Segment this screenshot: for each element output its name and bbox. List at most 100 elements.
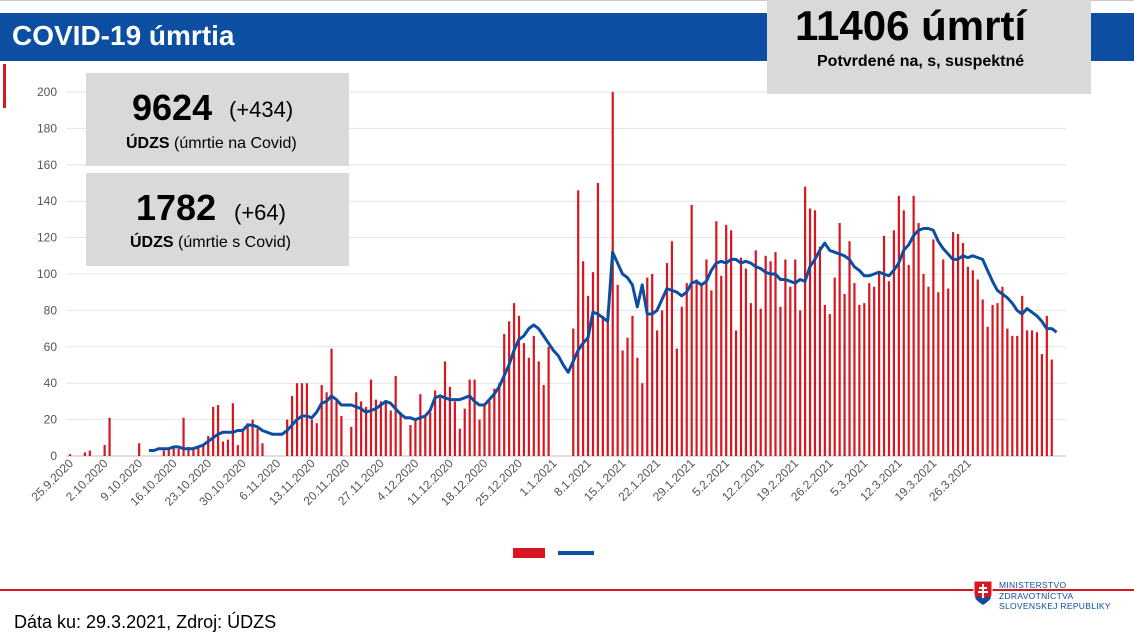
ministry-line-1: MINISTERSTVO [999, 580, 1067, 590]
daily-death-bar [197, 446, 200, 456]
y-tick-label: 80 [44, 303, 58, 317]
daily-death-bar [794, 259, 797, 456]
y-tick-label: 120 [37, 231, 57, 245]
daily-death-bar [922, 274, 925, 456]
daily-death-bar [789, 286, 792, 456]
daily-death-bar [784, 259, 787, 456]
daily-death-bar [512, 303, 516, 456]
daily-death-bar [616, 284, 619, 456]
daily-death-bar [808, 208, 812, 456]
daily-death-bar [399, 412, 402, 456]
daily-death-bar [261, 443, 264, 456]
daily-death-bar [917, 223, 920, 456]
daily-death-bar [641, 383, 644, 456]
daily-death-bar [586, 295, 590, 456]
daily-death-bar [651, 274, 654, 456]
daily-death-bar [473, 379, 476, 456]
daily-death-bar [493, 388, 496, 456]
udzs-s-label-bold: ÚDZS [130, 234, 174, 251]
daily-death-bar [739, 257, 743, 456]
daily-death-bar [976, 279, 979, 456]
daily-death-bar [626, 337, 629, 456]
daily-death-bar [685, 283, 688, 456]
daily-death-bar [710, 290, 713, 456]
y-tick-label: 200 [37, 85, 57, 99]
chart-legend [513, 548, 594, 558]
total-deaths-unit: úmrtí [921, 2, 1027, 49]
daily-death-bar [996, 303, 999, 456]
daily-death-bar [162, 450, 165, 456]
daily-death-bar [725, 224, 728, 456]
daily-death-bar [1050, 359, 1053, 456]
daily-death-bar [769, 261, 772, 456]
daily-death-bar [448, 386, 452, 456]
daily-death-bar [902, 210, 905, 456]
daily-death-bar [734, 330, 738, 456]
daily-death-bar [754, 250, 757, 456]
daily-death-bar [656, 330, 659, 456]
daily-death-bar [300, 383, 304, 456]
daily-death-bar [907, 264, 910, 456]
y-tick-label: 20 [44, 413, 58, 427]
udzs-na-label: ÚDZS (úmrtie na Covid) [126, 135, 297, 153]
daily-death-bar [414, 419, 417, 456]
daily-death-bar [932, 239, 935, 456]
daily-death-bar [320, 385, 323, 456]
daily-death-bar [813, 210, 817, 456]
daily-death-bar [744, 268, 748, 456]
daily-death-bar [350, 426, 353, 456]
daily-death-bar [409, 425, 412, 456]
daily-death-bar [966, 266, 970, 456]
daily-death-bar [419, 394, 422, 456]
daily-death-bar [937, 292, 940, 456]
daily-death-bar [611, 92, 614, 456]
daily-death-bar [952, 232, 955, 456]
daily-death-bar [241, 428, 244, 456]
daily-death-bar [606, 310, 609, 456]
daily-death-bar [843, 294, 846, 456]
y-tick-label: 100 [37, 267, 57, 281]
daily-death-bar [207, 435, 210, 456]
udzs-s-delta: (+64) [234, 200, 286, 225]
daily-death-bar [468, 379, 471, 456]
daily-death-bar [103, 445, 106, 456]
daily-death-bar [848, 241, 851, 456]
daily-death-bar [458, 428, 461, 456]
daily-death-bar [621, 350, 624, 456]
daily-death-bar [498, 383, 501, 456]
daily-death-bar [670, 241, 674, 456]
daily-death-bar [596, 183, 600, 456]
y-tick-label: 40 [44, 376, 58, 390]
daily-death-bar [695, 279, 698, 456]
daily-death-bar [631, 315, 634, 456]
daily-death-bar [177, 448, 180, 456]
daily-death-bar [478, 419, 481, 456]
daily-death-bar [547, 346, 550, 456]
daily-death-bar [759, 308, 762, 456]
daily-death-bar [236, 445, 239, 456]
daily-death-bar [389, 410, 392, 456]
daily-death-bar [1021, 295, 1024, 456]
daily-death-bar [488, 401, 491, 456]
udzs-deaths-with-covid-box: 1782 (+64) ÚDZS (úmrtie s Covid) [86, 173, 349, 266]
daily-death-bar [508, 321, 511, 456]
daily-death-bar [882, 235, 886, 456]
daily-death-bar [503, 334, 506, 456]
daily-death-bar [730, 230, 733, 456]
page-title: COVID-19 úmrtia [12, 20, 235, 51]
daily-death-bar [305, 383, 308, 456]
daily-death-bar [1040, 354, 1044, 456]
daily-death-bar [601, 315, 604, 456]
total-deaths-box: 11406 úmrtí Potvrdené na, s, suspektné [767, 0, 1091, 94]
daily-death-bar [384, 401, 387, 456]
daily-death-bar [355, 392, 358, 456]
daily-death-bar [340, 415, 343, 456]
daily-death-bar [379, 401, 382, 456]
daily-death-bar [873, 286, 876, 456]
daily-death-bar [868, 283, 871, 456]
total-deaths-value: 11406 úmrtí [795, 2, 1026, 50]
daily-death-bar [971, 270, 974, 456]
daily-death-bar [942, 259, 945, 456]
daily-death-bar [665, 263, 669, 456]
daily-death-bar [956, 233, 960, 456]
